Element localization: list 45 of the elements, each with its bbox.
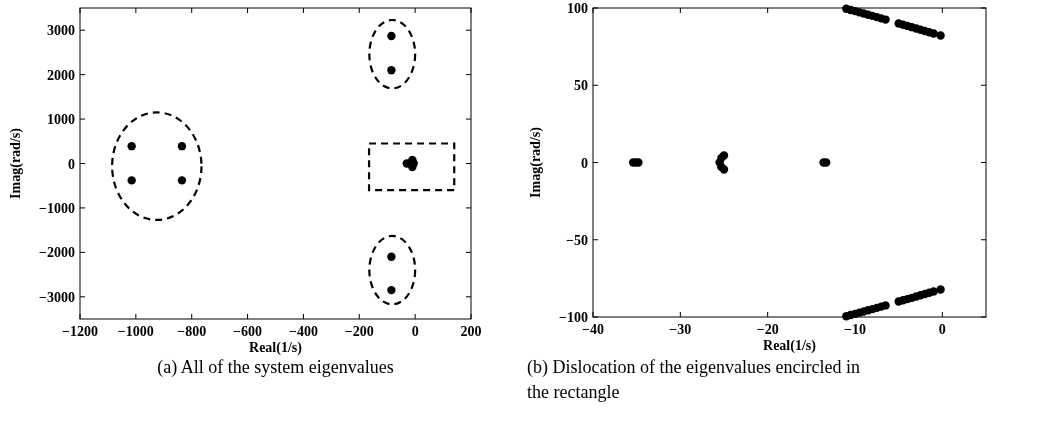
point	[936, 31, 945, 40]
point	[929, 29, 938, 38]
y-tick-label: −50	[566, 232, 588, 248]
x-tick-label: −10	[844, 322, 866, 337]
point	[936, 285, 945, 294]
x-tick-label: −600	[233, 324, 263, 339]
point	[881, 301, 890, 310]
text: (a) All of the system eigenvalues	[157, 357, 394, 378]
point	[387, 66, 396, 75]
x-tick-label: −200	[344, 324, 374, 339]
x-axis-title: Real(1/s)	[249, 340, 303, 356]
y-tick-label: 2000	[47, 67, 75, 83]
point	[177, 176, 187, 185]
x-tick-label: −800	[177, 324, 207, 339]
point	[387, 31, 396, 41]
y-tick-label: 1000	[47, 112, 75, 128]
y-tick-label: 100	[567, 1, 588, 16]
y-axis-title: Imag(rad/s)	[528, 126, 544, 198]
x-tick-label: −1200	[62, 324, 98, 339]
point	[387, 285, 396, 295]
y-tick-label: −100	[559, 310, 588, 325]
text: (b) Dislocation of the eigenvalues encircled in the rectangle	[527, 357, 860, 402]
y-tick-label: −2000	[39, 245, 75, 261]
x-tick-label: −30	[669, 322, 692, 337]
y-tick-label: −1000	[39, 200, 75, 216]
x-tick-label: −20	[756, 322, 779, 337]
y-tick-label: 3000	[47, 23, 75, 39]
point	[387, 252, 396, 261]
y-tick-label: 0	[581, 155, 588, 171]
x-tick-label: 0	[938, 322, 946, 337]
x-tick-label: 0	[411, 324, 419, 339]
point	[127, 141, 136, 151]
point	[881, 15, 890, 24]
y-axis-title: Imag(rad/s)	[8, 127, 24, 199]
y-tick-label: 0	[68, 156, 75, 172]
y-tick-label: 50	[574, 78, 588, 94]
point	[127, 176, 136, 185]
x-tick-label: −40	[582, 322, 604, 337]
x-axis-title: Real(1/s)	[763, 338, 817, 354]
x-tick-label: −400	[288, 324, 318, 339]
point	[929, 287, 938, 296]
x-tick-label: −1000	[117, 324, 154, 339]
y-tick-label: −3000	[39, 289, 75, 305]
x-tick-label: 200	[460, 324, 482, 339]
point	[177, 141, 187, 151]
